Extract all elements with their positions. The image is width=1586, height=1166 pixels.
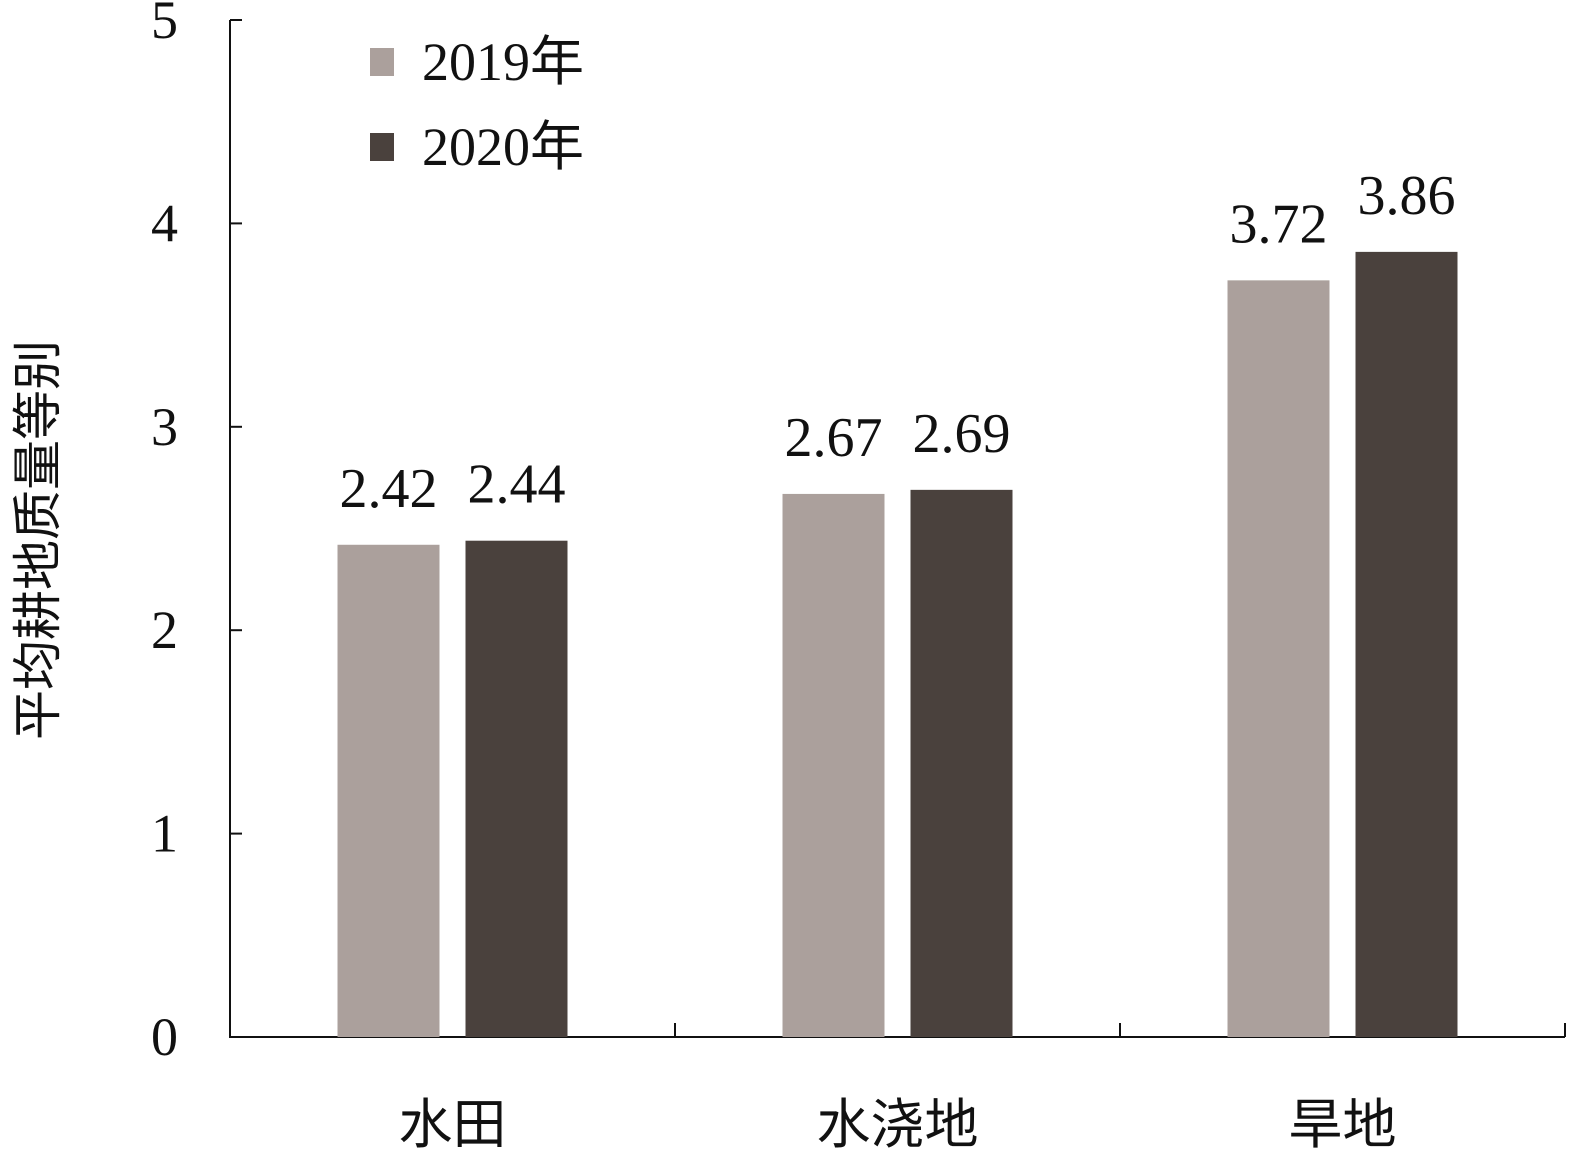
- x-tick-label-0: 水田: [399, 1095, 507, 1155]
- bar-0-1: [782, 493, 885, 1037]
- y-tick-label-3: 3: [151, 397, 178, 457]
- y-tick-label-5: 5: [151, 0, 178, 50]
- bar-series-group: [337, 251, 1458, 1038]
- bar-0-2: [1227, 280, 1330, 1037]
- y-axis-label: 平均耕地质量等别: [10, 340, 66, 740]
- bar-1-1: [910, 489, 1013, 1037]
- y-tick-label-2: 2: [151, 600, 178, 660]
- legend: 2019年 2020年: [370, 32, 584, 177]
- legend-swatch-0: [370, 48, 394, 76]
- legend-label-0: 2019年: [422, 32, 584, 92]
- legend-swatch-1: [370, 133, 394, 161]
- data-label-group: 2.42 2.67 3.72 2.44 2.69 3.86: [340, 165, 1456, 520]
- bar-0-0: [337, 544, 440, 1037]
- legend-label-1: 2020年: [422, 117, 584, 177]
- y-tick-label-4: 4: [151, 193, 178, 253]
- bar-1-2: [1355, 251, 1458, 1038]
- data-label-0-2: 3.72: [1230, 193, 1328, 255]
- data-label-0-1: 2.67: [785, 407, 883, 469]
- y-tick-label-0: 0: [151, 1007, 178, 1067]
- y-axis-ticks: 0 1 2 3 4 5: [151, 0, 242, 1067]
- data-label-1-0: 2.44: [468, 454, 566, 516]
- bar-1-0: [465, 540, 568, 1037]
- x-tick-label-1: 水浇地: [817, 1095, 979, 1155]
- data-label-1-2: 3.86: [1358, 165, 1456, 227]
- x-axis-ticks: 水田 水浇地 旱地: [399, 1023, 1566, 1155]
- data-label-1-1: 2.69: [913, 403, 1011, 465]
- y-tick-label-1: 1: [151, 804, 178, 864]
- x-tick-label-2: 旱地: [1289, 1095, 1397, 1155]
- data-label-0-0: 2.42: [340, 458, 438, 520]
